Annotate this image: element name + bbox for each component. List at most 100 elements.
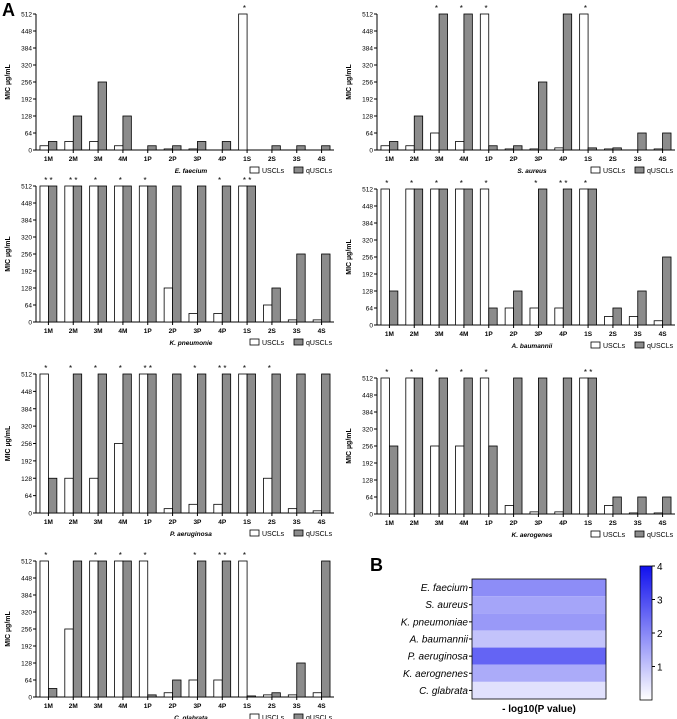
x-tick-label: 1P xyxy=(485,520,494,527)
bar-quscl-4P xyxy=(562,188,573,326)
x-tick-label: 4P xyxy=(559,520,568,527)
bar-quscl-2P xyxy=(513,377,523,515)
colorbar-tick-label: 3 xyxy=(657,596,663,607)
significance-star: * xyxy=(385,179,388,188)
bar-quscl-3P xyxy=(197,141,207,151)
heatmap-row-label: E. faecium xyxy=(421,583,468,594)
x-tick-label: 4P xyxy=(218,519,227,526)
bar-quscl-1P xyxy=(488,445,498,515)
bar-uscl-4P xyxy=(554,307,564,326)
bar-quscl-3S xyxy=(296,662,306,698)
y-tick-label: 448 xyxy=(21,389,32,396)
significance-star: * xyxy=(193,364,196,373)
bar-quscl-1P xyxy=(147,145,157,151)
bar-quscl-3P xyxy=(538,188,548,326)
x-tick-label: 4S xyxy=(659,520,668,527)
x-tick-label: 4M xyxy=(459,156,468,163)
bar-quscl-2M xyxy=(413,377,424,515)
y-tick-label: 128 xyxy=(362,289,373,296)
heatmap-cell xyxy=(472,630,606,648)
bar-uscl-3P xyxy=(529,511,539,515)
bar-quscl-1P xyxy=(147,694,157,698)
y-tick-label: 320 xyxy=(21,63,32,70)
significance-star: * xyxy=(144,551,147,560)
y-tick-label: 64 xyxy=(366,131,374,138)
colorbar-tick-label: 1 xyxy=(657,663,663,674)
bar-uscl-1S xyxy=(238,13,248,151)
y-tick-label: 448 xyxy=(362,204,373,211)
bar-quscl-4M xyxy=(122,373,132,514)
bar-uscl-4M xyxy=(455,141,465,151)
bar-chart-6: 0 64 128 192 256 320 384 448 512 MIC µg/mL 1M * 2M * 3… xyxy=(346,368,675,539)
x-tick-label: 4M xyxy=(118,328,127,335)
bar-uscl-1S xyxy=(238,185,248,323)
bar-quscl-1P xyxy=(147,373,157,514)
y-tick-label: 512 xyxy=(362,376,373,383)
bar-uscl-2P xyxy=(163,148,173,151)
legend-swatch-uscl xyxy=(590,341,601,349)
bar-quscl-4S xyxy=(321,373,331,514)
y-tick-label: 384 xyxy=(362,410,373,417)
significance-star: * * xyxy=(243,176,251,185)
heatmap-row-label: K. pneumoniae xyxy=(401,617,469,628)
bar-quscl-2P xyxy=(172,373,182,514)
x-tick-label: 3P xyxy=(534,520,543,527)
bar-quscl-1M xyxy=(389,290,399,326)
y-tick-label: 64 xyxy=(25,303,33,310)
bar-quscl-4S xyxy=(662,496,672,515)
y-tick-label: 448 xyxy=(362,393,373,400)
bar-uscl-4M xyxy=(114,560,124,698)
bar-uscl-1P xyxy=(479,13,490,151)
x-tick-label: 2S xyxy=(609,331,618,338)
significance-star: * xyxy=(243,364,246,373)
x-tick-label: 1M xyxy=(44,703,53,710)
legend-swatch-quscl xyxy=(634,341,645,349)
bar-quscl-4P xyxy=(562,13,573,151)
x-tick-label: 4S xyxy=(659,156,668,163)
significance-star: * xyxy=(193,551,196,560)
y-tick-label: 448 xyxy=(21,201,32,208)
bar-quscl-1S xyxy=(246,695,256,698)
bar-uscl-1M xyxy=(380,145,390,151)
bar-uscl-4S xyxy=(312,510,322,514)
y-tick-label: 256 xyxy=(21,627,32,634)
y-tick-label: 384 xyxy=(21,218,32,225)
x-tick-label: 1P xyxy=(485,331,494,338)
x-tick-label: 3M xyxy=(94,328,103,335)
x-tick-label: 2P xyxy=(169,519,178,526)
y-tick-label: 128 xyxy=(21,114,32,121)
bar-uscl-1P xyxy=(479,188,490,326)
y-tick-label: 256 xyxy=(21,252,32,259)
organism-label: A. baumannii xyxy=(511,343,553,350)
legend-label-quscl: qUSCLs xyxy=(647,343,674,350)
bar-quscl-2P xyxy=(513,290,523,326)
bar-quscl-2S xyxy=(271,373,281,514)
bar-uscl-3P xyxy=(188,148,198,151)
y-tick-label: 320 xyxy=(21,424,32,431)
bar-quscl-3S xyxy=(296,253,306,323)
x-tick-label: 4P xyxy=(559,331,568,338)
legend-swatch-uscl xyxy=(590,166,601,174)
bar-quscl-4M xyxy=(463,377,473,515)
significance-star: * xyxy=(410,368,413,377)
y-axis-label: MIC µg/mL xyxy=(5,64,12,100)
significance-star: * * xyxy=(559,179,567,188)
bar-quscl-4P xyxy=(562,377,573,515)
significance-star: * xyxy=(119,176,122,185)
y-tick-label: 192 xyxy=(21,97,32,104)
significance-star: * xyxy=(44,551,47,560)
x-tick-label: 1P xyxy=(144,703,153,710)
bar-quscl-1P xyxy=(488,145,498,151)
significance-star: * * xyxy=(44,176,52,185)
bar-uscl-2P xyxy=(163,692,173,698)
y-tick-label: 448 xyxy=(362,29,373,36)
legend-swatch-uscl xyxy=(590,530,601,538)
bar-quscl-2M xyxy=(72,185,83,323)
y-tick-label: 0 xyxy=(28,511,32,518)
x-tick-label: 4S xyxy=(318,519,327,526)
heatmap-cell xyxy=(472,681,606,699)
bar-quscl-1S xyxy=(587,147,597,151)
legend-label-uscl: USCLs xyxy=(603,532,626,539)
x-tick-label: 3M xyxy=(435,156,444,163)
colorbar xyxy=(639,565,653,701)
